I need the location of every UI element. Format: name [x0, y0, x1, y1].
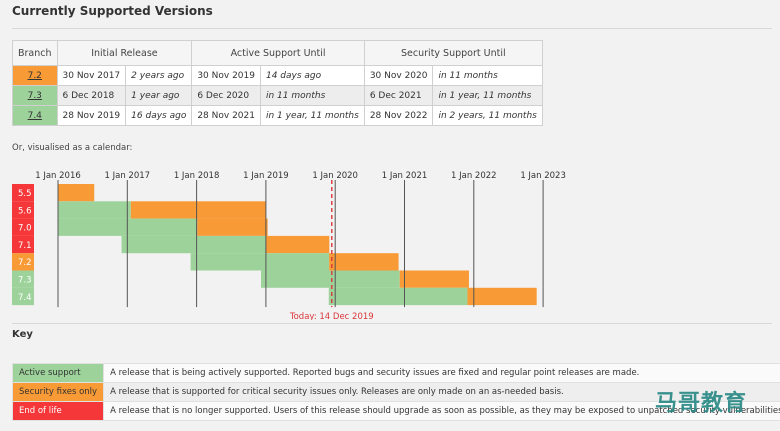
branch-label-box: [12, 218, 34, 236]
initial-date: 6 Dec 2018: [56, 85, 126, 106]
security-support-bar: [399, 270, 469, 288]
initial-relative: 2 years ago: [125, 65, 193, 86]
active-support-bar: [328, 287, 468, 306]
key-label-eol: End of life: [11, 401, 105, 421]
table-row: 7.4 28 Nov 2019 16 days ago 28 Nov 2021 …: [12, 105, 543, 126]
security-relative: in 1 year, 11 months: [432, 85, 543, 106]
branch-label-box: [12, 201, 34, 219]
key-row-security: Security fixes only A release that is su…: [11, 382, 780, 402]
initial-relative: 1 year ago: [125, 85, 193, 106]
support-calendar-chart: 5.5 5.6 7.0 7.1 7.2 7.3 7.4 1 Jan 2016 1 Jan 201…: [12, 171, 566, 320]
year-label: 1 Jan 2018: [174, 171, 220, 181]
branch-label-box: [12, 235, 34, 254]
supported-versions-table: Branch Initial Release Active Support Un…: [12, 40, 543, 126]
year-label: 1 Jan 2021: [382, 171, 428, 181]
branch-label-box: [12, 270, 34, 288]
active-relative: 14 days ago: [259, 65, 365, 86]
security-date: 28 Nov 2022: [363, 105, 433, 126]
year-label: 1 Jan 2016: [35, 171, 81, 181]
security-relative: in 11 months: [432, 65, 543, 86]
header-security-support: Security Support Until: [363, 40, 543, 66]
branch-cell[interactable]: 7.3: [12, 85, 58, 106]
security-support-bar: [130, 201, 266, 219]
initial-relative: 16 days ago: [125, 105, 193, 126]
security-support-bar: [329, 253, 399, 271]
branch-label: 7.4: [18, 293, 32, 303]
branch-label: 7.1: [18, 241, 32, 251]
branch-label: 5.5: [18, 189, 32, 199]
key-row-active: Active support A release that is being a…: [11, 363, 780, 383]
header-branch: Branch: [12, 40, 58, 66]
initial-date: 30 Nov 2017: [56, 65, 126, 86]
branch-link[interactable]: 7.4: [27, 110, 42, 121]
branch-link[interactable]: 7.2: [27, 70, 42, 81]
year-label: 1 Jan 2022: [451, 171, 497, 181]
header-active-support: Active Support Until: [191, 40, 365, 66]
security-date: 6 Dec 2021: [363, 85, 433, 106]
branch-label: 7.3: [18, 276, 32, 286]
table-row: 7.3 6 Dec 2018 1 year ago 6 Dec 2020 in …: [12, 85, 543, 106]
title-divider: [12, 28, 772, 29]
security-support-bar: [197, 218, 268, 236]
active-date: 30 Nov 2019: [191, 65, 261, 86]
branch-label: 7.2: [18, 258, 32, 268]
active-date: 28 Nov 2021: [191, 105, 261, 126]
security-support-bar: [467, 287, 537, 306]
active-relative: in 11 months: [259, 85, 365, 106]
key-desc-active: A release that is being actively support…: [103, 363, 780, 383]
key-divider: [12, 323, 772, 324]
key-label-security: Security fixes only: [11, 382, 105, 402]
security-support-bar: [265, 235, 330, 254]
key-label-active: Active support: [11, 363, 105, 383]
year-label: 1 Jan 2019: [243, 171, 289, 181]
security-support-bar: [58, 184, 95, 202]
branch-label: 7.0: [18, 224, 32, 234]
initial-date: 28 Nov 2019: [56, 105, 126, 126]
branch-label-box: [12, 287, 34, 306]
table-row: 7.2 30 Nov 2017 2 years ago 30 Nov 2019 …: [12, 65, 543, 86]
watermark-logo: 马哥教育: [655, 391, 748, 416]
active-support-bar: [121, 235, 266, 254]
branch-cell[interactable]: 7.4: [12, 105, 58, 126]
key-title: Key: [12, 329, 33, 340]
key-desc-eol: A release that is no longer supported. U…: [103, 401, 780, 421]
key-table: Active support A release that is being a…: [11, 363, 780, 421]
active-date: 6 Dec 2020: [191, 85, 261, 106]
branch-label-box: [12, 253, 34, 271]
header-initial-release: Initial Release: [56, 40, 193, 66]
security-relative: in 2 years, 11 months: [432, 105, 543, 126]
active-support-bar: [261, 270, 400, 288]
page-title: Currently Supported Versions: [12, 4, 213, 18]
table-header-row: Branch Initial Release Active Support Un…: [12, 40, 543, 66]
branch-label: 5.6: [18, 206, 32, 216]
today-label: Today: 14 Dec 2019: [289, 312, 374, 320]
branch-label-box: [12, 184, 34, 202]
active-support-bar: [58, 201, 131, 219]
active-relative: in 1 year, 11 months: [259, 105, 365, 126]
key-row-eol: End of life A release that is no longer …: [11, 401, 780, 421]
branch-link[interactable]: 7.3: [27, 90, 42, 101]
branch-cell[interactable]: 7.2: [12, 65, 58, 86]
active-support-bar: [190, 253, 330, 271]
calendar-caption: Or, visualised as a calendar:: [12, 143, 133, 153]
year-label: 1 Jan 2023: [520, 171, 566, 181]
year-label: 1 Jan 2020: [312, 171, 358, 181]
year-label: 1 Jan 2017: [105, 171, 151, 181]
security-date: 30 Nov 2020: [363, 65, 433, 86]
key-desc-security: A release that is supported for critical…: [103, 382, 780, 402]
